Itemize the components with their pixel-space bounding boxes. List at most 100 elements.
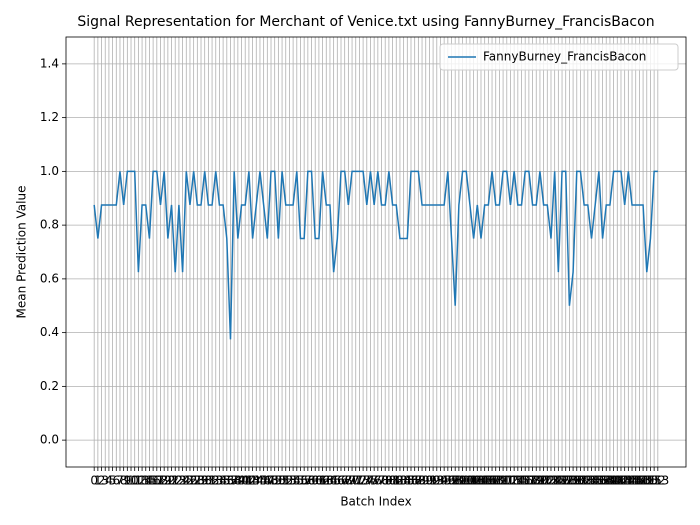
x-tick-label: 122 [532, 474, 555, 488]
x-tick-label: 41 [238, 474, 253, 488]
x-tick-label: 37 [223, 474, 238, 488]
x-tick-label: 77 [370, 474, 385, 488]
x-tick-label: 147 [624, 474, 647, 488]
x-tick-label: 38 [227, 474, 242, 488]
x-tick-label: 151 [639, 474, 662, 488]
x-tick-label: 80 [381, 474, 396, 488]
x-tick-label: 2 [98, 474, 106, 488]
x-tick-label: 145 [617, 474, 640, 488]
x-tick-label: 34 [212, 474, 227, 488]
x-tick-label: 7 [116, 474, 124, 488]
x-tick-label: 135 [580, 474, 603, 488]
legend-box [439, 43, 679, 71]
x-tick-label: 103 [462, 474, 485, 488]
x-tick-label: 118 [517, 474, 540, 488]
x-tick-label: 73 [355, 474, 370, 488]
x-tick-label: 76 [367, 474, 382, 488]
x-tick-label: 105 [470, 474, 493, 488]
x-tick-label: 59 [304, 474, 319, 488]
y-tick-label: 0.0 [40, 433, 59, 447]
y-axis-label: Mean Prediction Value [15, 186, 29, 319]
x-tick-label: 39 [230, 474, 245, 488]
x-axis-label: Batch Index [340, 495, 411, 509]
x-tick-label: 141 [602, 474, 625, 488]
x-tick-label: 36 [219, 474, 234, 488]
x-tick-label: 70 [344, 474, 359, 488]
x-tick-label: 13 [134, 474, 149, 488]
x-tick-label: 3 [101, 474, 109, 488]
x-tick-label: 78 [374, 474, 389, 488]
y-tick-label: 0.4 [40, 325, 59, 339]
x-tick-label: 109 [484, 474, 507, 488]
x-tick-label: 65 [326, 474, 341, 488]
x-tick-label: 32 [204, 474, 219, 488]
x-tick-label: 114 [503, 474, 526, 488]
x-tick-label: 12 [131, 474, 146, 488]
x-tick-label: 101 [455, 474, 478, 488]
x-tick-label: 81 [385, 474, 400, 488]
x-tick-label: 43 [245, 474, 260, 488]
x-tick-label: 28 [190, 474, 205, 488]
x-tick-label: 20 [160, 474, 175, 488]
x-tick-label: 152 [643, 474, 666, 488]
data-line [93, 170, 658, 340]
x-tick-label: 100 [451, 474, 474, 488]
x-tick-label: 72 [352, 474, 367, 488]
x-tick-label: 17 [149, 474, 164, 488]
x-tick-label: 40 [234, 474, 249, 488]
x-tick-label: 69 [341, 474, 356, 488]
x-tick-label: 71 [348, 474, 363, 488]
x-tick-label: 44 [249, 474, 264, 488]
x-tick-label: 132 [569, 474, 592, 488]
x-tick-label: 24 [175, 474, 190, 488]
chart-title: Signal Representation for Merchant of Ve… [77, 14, 654, 30]
x-tick-label: 130 [562, 474, 585, 488]
x-tick-label: 74 [359, 474, 374, 488]
x-tick-label: 140 [598, 474, 621, 488]
x-tick-label: 10 [123, 474, 138, 488]
x-tick-label: 9 [124, 474, 132, 488]
x-tick-label: 50 [271, 474, 286, 488]
x-tick-label: 52 [278, 474, 293, 488]
x-tick-label: 139 [595, 474, 618, 488]
x-tick-label: 63 [319, 474, 334, 488]
legend-label: FannyBurney_FrancisBacon [483, 50, 646, 64]
x-tick-label: 111 [492, 474, 515, 488]
x-tick-label: 125 [543, 474, 566, 488]
x-tick-label: 51 [274, 474, 289, 488]
x-tick-label: 66 [330, 474, 345, 488]
x-tick-label: 126 [547, 474, 570, 488]
x-tick-label: 121 [528, 474, 551, 488]
x-tick-label: 144 [613, 474, 636, 488]
y-tick-label: 1.4 [40, 56, 59, 70]
x-tick-label: 117 [514, 474, 537, 488]
x-tick-label: 68 [337, 474, 352, 488]
x-tick-label: 88 [411, 474, 426, 488]
x-tick-label: 94 [433, 474, 448, 488]
x-tick-label: 21 [164, 474, 179, 488]
x-tick-label: 99 [451, 474, 466, 488]
x-tick-label: 104 [466, 474, 489, 488]
y-tick-label: 1.2 [40, 110, 59, 124]
x-tick-label: 89 [414, 474, 429, 488]
x-tick-label: 67 [333, 474, 348, 488]
x-tick-label: 33 [208, 474, 223, 488]
x-tick-label: 54 [285, 474, 300, 488]
x-tick-label: 26 [182, 474, 197, 488]
x-tick-label: 61 [311, 474, 326, 488]
x-tick-label: 15 [142, 474, 157, 488]
x-tick-label: 98 [448, 474, 463, 488]
x-tick-label: 45 [252, 474, 267, 488]
x-tick-label: 46 [256, 474, 271, 488]
x-tick-label: 79 [378, 474, 393, 488]
x-tick-label: 14 [138, 474, 153, 488]
x-tick-label: 47 [260, 474, 275, 488]
x-tick-label: 42 [241, 474, 256, 488]
x-tick-label: 93 [429, 474, 444, 488]
x-tick-label: 116 [510, 474, 533, 488]
y-tick-label: 1.0 [40, 164, 59, 178]
x-tick-label: 60 [308, 474, 323, 488]
x-tick-label: 75 [363, 474, 378, 488]
x-tick-label: 11 [127, 474, 142, 488]
x-tick-label: 124 [540, 474, 563, 488]
